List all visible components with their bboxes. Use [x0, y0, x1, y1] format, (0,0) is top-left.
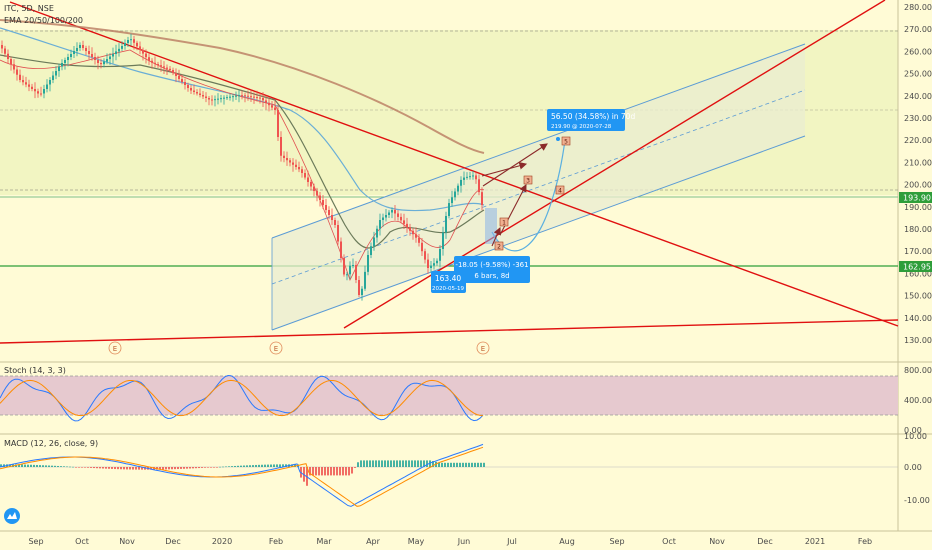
- stoch-axis[interactable]: 800.00 400.00 0.00: [904, 366, 932, 435]
- price-tick: 210.00: [904, 158, 932, 167]
- time-tick: 2021: [805, 537, 825, 546]
- ema-200: [0, 19, 485, 154]
- price-tick: 250.00: [904, 70, 932, 79]
- time-tick: Oct: [662, 537, 676, 546]
- time-tick: Sep: [609, 537, 624, 546]
- ema-20: [0, 49, 485, 282]
- macd-legend: MACD (12, 26, close, 9): [4, 439, 98, 448]
- support-price-badge: 162.95: [899, 261, 932, 272]
- time-tick: Feb: [858, 537, 872, 546]
- low-callout[interactable]: 163.40 2020-05-19: [431, 271, 466, 293]
- price-tick: 240.00: [904, 92, 932, 101]
- ema-legend: EMA 20/50/100/200: [4, 16, 83, 25]
- wave-label: 2: [497, 244, 501, 251]
- channel-upper: [271, 43, 806, 239]
- stoch-tick: 400.00: [904, 396, 932, 405]
- time-tick: Mar: [316, 537, 332, 546]
- drop-callout[interactable]: -18.05 (-9.58%) -361 6 bars, 8d: [454, 256, 530, 283]
- wave-label: 5: [564, 139, 568, 146]
- earnings-marker: E: [274, 345, 278, 353]
- macd-tick: 0.00: [904, 463, 922, 472]
- price-tick: 190.00: [904, 203, 932, 212]
- target-callout[interactable]: 56.50 (34.58%) in 70d 219.90 @ 2020-07-2…: [547, 109, 635, 141]
- price-tick: 150.00: [904, 292, 932, 301]
- low-date: 2020-05-19: [432, 286, 464, 292]
- price-tick: 160.00: [904, 269, 932, 278]
- stoch-tick: 0.00: [904, 426, 922, 435]
- current-price-label: 193.90: [903, 194, 931, 203]
- wave-label: 1: [502, 220, 506, 227]
- drop-change: -18.05 (-9.58%) -361: [455, 261, 528, 269]
- price-tick: 140.00: [904, 314, 932, 323]
- macd-signal-line: [0, 446, 484, 507]
- price-tick: 180.00: [904, 225, 932, 234]
- time-tick: Jul: [506, 537, 517, 546]
- low-price: 163.40: [435, 274, 461, 283]
- wave-label: 4: [558, 188, 562, 195]
- trendline-down: [9, 1, 899, 327]
- price-tick: 200.00: [904, 181, 932, 190]
- drop-bars: 6 bars, 8d: [474, 272, 509, 280]
- target-date: 219.90 @ 2020-07-28: [551, 124, 612, 130]
- trendline-base: [0, 319, 899, 344]
- symbol-legend: ITC, 5D, NSE: [4, 4, 54, 13]
- time-axis[interactable]: Sep Oct Nov Dec 2020 Feb Mar Apr May Jun Jul Aug Sep…: [28, 537, 872, 546]
- macd-tick: 10.00: [904, 432, 927, 441]
- time-tick: Oct: [75, 537, 89, 546]
- stoch-tick: 800.00: [904, 366, 932, 375]
- price-axis[interactable]: 280.00 270.00 260.00 250.00 240.00 230.00 220.…: [904, 3, 932, 345]
- time-tick: Sep: [28, 537, 43, 546]
- earnings-markers[interactable]: E E E: [108, 341, 490, 355]
- time-tick: Feb: [269, 537, 283, 546]
- earnings-marker: E: [113, 345, 117, 353]
- time-tick: May: [408, 537, 425, 546]
- projection-curve: [491, 139, 566, 252]
- candles: [1, 33, 483, 301]
- ema-100: [0, 27, 485, 212]
- price-tick: 280.00: [904, 3, 932, 12]
- time-tick: Dec: [757, 537, 772, 546]
- stoch-band: [0, 376, 898, 415]
- price-tick: 260.00: [904, 47, 932, 56]
- time-tick: Jun: [457, 537, 471, 546]
- time-tick: Nov: [119, 537, 135, 546]
- channel-mid: [271, 89, 806, 285]
- price-tick: 130.00: [904, 336, 932, 345]
- price-tick: 170.00: [904, 247, 932, 256]
- tradingview-logo-icon[interactable]: [4, 508, 20, 524]
- macd-axis[interactable]: 10.00 0.00 -10.00: [904, 432, 930, 505]
- price-tick: 230.00: [904, 114, 932, 123]
- time-tick: Dec: [165, 537, 180, 546]
- time-tick: Apr: [366, 537, 381, 546]
- earnings-marker: E: [481, 345, 485, 353]
- price-tick: 220.00: [904, 136, 932, 145]
- price-tick: 270.00: [904, 25, 932, 34]
- macd-tick: -10.00: [904, 496, 930, 505]
- macd-pane: [0, 434, 932, 531]
- wave-label: 3: [526, 178, 530, 185]
- support-price-label: 162.95: [903, 263, 931, 272]
- current-price-badge: 193.90: [899, 192, 932, 203]
- stoch-d-line: [0, 379, 484, 417]
- time-tick: 2020: [212, 537, 232, 546]
- time-axis-pane: [0, 531, 932, 550]
- time-tick: Aug: [559, 537, 575, 546]
- stoch-k-line: [0, 374, 484, 422]
- target-change: 56.50 (34.58%) in 70d: [551, 112, 635, 121]
- stoch-legend: Stoch (14, 3, 3): [4, 366, 66, 375]
- time-tick: Nov: [709, 537, 725, 546]
- ema-50: [0, 54, 485, 249]
- wave-labels: 5 3 4 1 2: [494, 136, 571, 251]
